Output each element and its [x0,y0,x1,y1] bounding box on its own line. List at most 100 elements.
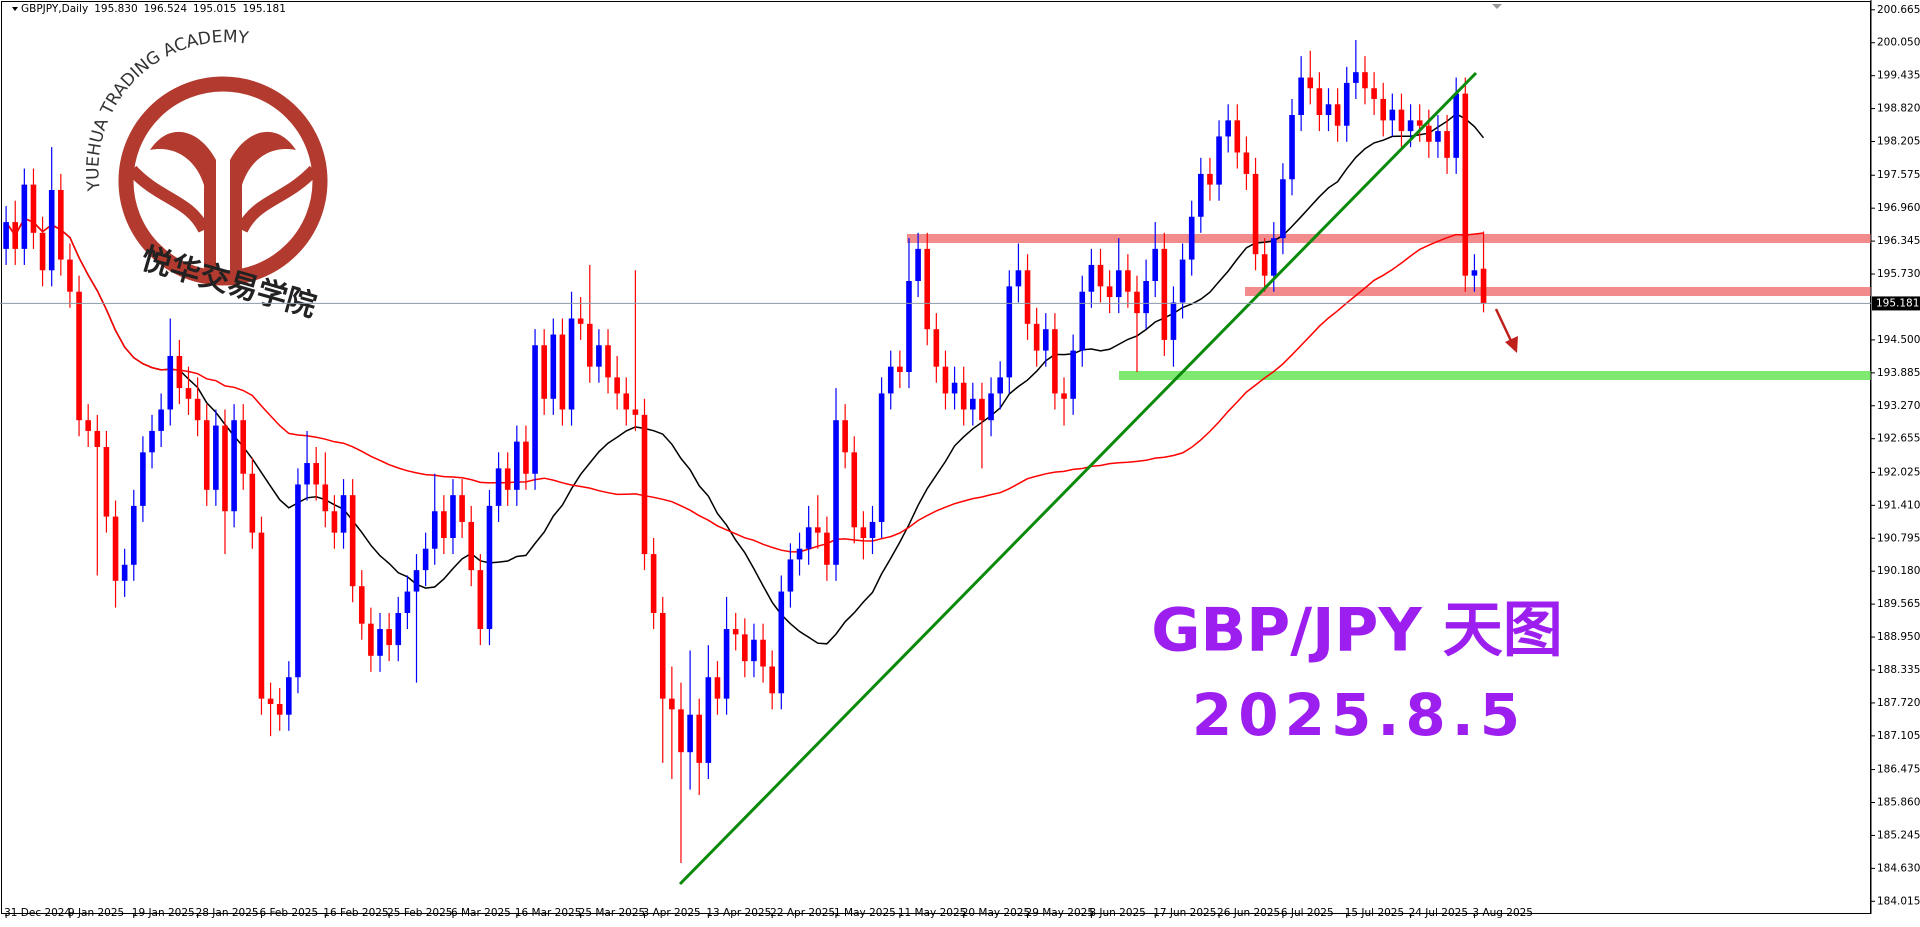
candle-body [1480,268,1487,304]
candle-body [1024,270,1031,324]
candle-body [1207,173,1213,185]
candle-body [1252,173,1259,255]
candle-body [103,446,110,517]
x-tick-label: 31 Dec 2024 [4,907,71,919]
candle-body [48,189,55,271]
candle-body [267,698,274,704]
header-symbol: GBPJPY,Daily [21,3,88,15]
candle-body [39,232,46,271]
candle-body [678,709,684,753]
candle-body [331,511,338,533]
candle-body [422,548,429,571]
header-icon [12,7,18,11]
candle-body [413,570,420,592]
candle-body [732,629,739,635]
x-tick-label: 3 Aug 2025 [1472,907,1533,919]
y-tick-label: 187.720 [1877,697,1920,709]
x-tick-label: 24 Jul 2025 [1409,907,1468,919]
candle-body [76,291,82,421]
header-value: 196.524 [144,3,188,15]
y-tick-label: 189.565 [1877,598,1920,610]
x-tick-label: 6 Jul 2025 [1281,907,1334,919]
y-tick-label: 187.105 [1877,730,1920,742]
moving-average [5,217,1484,553]
candle-body [523,441,529,474]
x-tick-label: 19 Jan 2025 [132,907,195,919]
candle-body [605,345,611,378]
candle-body [1161,248,1168,340]
candle-body [532,345,538,474]
candle-body [1334,104,1341,126]
x-tick-label: 13 Apr 2025 [706,907,771,919]
x-tick-label: 26 Jun 2025 [1217,907,1280,919]
candle-body [1243,152,1250,174]
candle-body [979,398,985,421]
y-tick-label: 194.500 [1877,334,1920,346]
candle-body [112,516,119,581]
candle-body [723,629,730,699]
candle-body [1362,72,1368,89]
header-value: 195.015 [193,3,236,15]
x-tick-label: 6 Feb 2025 [259,907,318,919]
candle-body [140,452,146,506]
candle-body [358,586,365,624]
logo-mark [150,131,296,270]
x-tick-label: 9 Jan 2025 [68,907,124,919]
candle-body [1444,131,1450,158]
candle-body [258,532,265,699]
candle-body [924,248,931,330]
x-tick-label: 28 Jan 2025 [196,907,259,919]
candle-body [632,409,639,415]
candle-body [304,463,310,485]
candle-body [869,521,876,539]
candle-body [860,527,867,539]
candle-body [1097,264,1104,287]
candle-body [760,639,766,667]
candle-body [30,184,37,233]
x-tick-label: 29 May 2025 [1026,907,1094,919]
candle-body [1052,329,1058,394]
candle-body [121,564,128,581]
annotation-title: GBP/JPY 天图 [1151,596,1563,666]
candle-body [286,677,292,715]
candle-body [1216,136,1222,185]
x-tick-label: 6 Mar 2025 [451,907,511,919]
y-tick-label: 186.475 [1877,764,1920,776]
candle-body [1380,98,1387,121]
candle-body [94,430,101,447]
x-tick-label: 8 Jun 2025 [1089,907,1145,919]
candle-body [687,714,693,753]
x-tick-label: 3 Apr 2025 [643,907,701,919]
candle-body [970,398,976,410]
candle-body [1371,88,1377,99]
candle-body [1261,254,1268,276]
logo-ring [118,76,328,286]
candle-body [568,318,575,410]
candle-body [897,366,903,373]
candle-body [550,334,557,399]
header: GBPJPY,Daily 195.830 196.524 195.015 195.181 [21,3,286,15]
candle-body [386,629,392,646]
candle-body [659,612,666,699]
y-tick-label: 199.435 [1877,70,1920,82]
candle-body [194,398,201,421]
candle-body [1179,259,1186,303]
y-tick-label: 185.245 [1877,829,1920,841]
candle-body [85,420,91,431]
candle-body [824,532,830,565]
candle-body [997,377,1003,394]
candle-body [942,366,949,394]
candle-body [1462,93,1469,276]
candle-body [751,639,757,662]
candle-body [623,393,630,410]
y-tick-label: 196.345 [1877,235,1920,247]
x-tick-label: 25 Mar 2025 [579,907,646,919]
candle-body [1152,248,1159,281]
scroll-marker [1492,4,1502,9]
candle-body [349,495,356,587]
y-tick-label: 190.795 [1877,532,1920,544]
candle-body [395,612,402,646]
